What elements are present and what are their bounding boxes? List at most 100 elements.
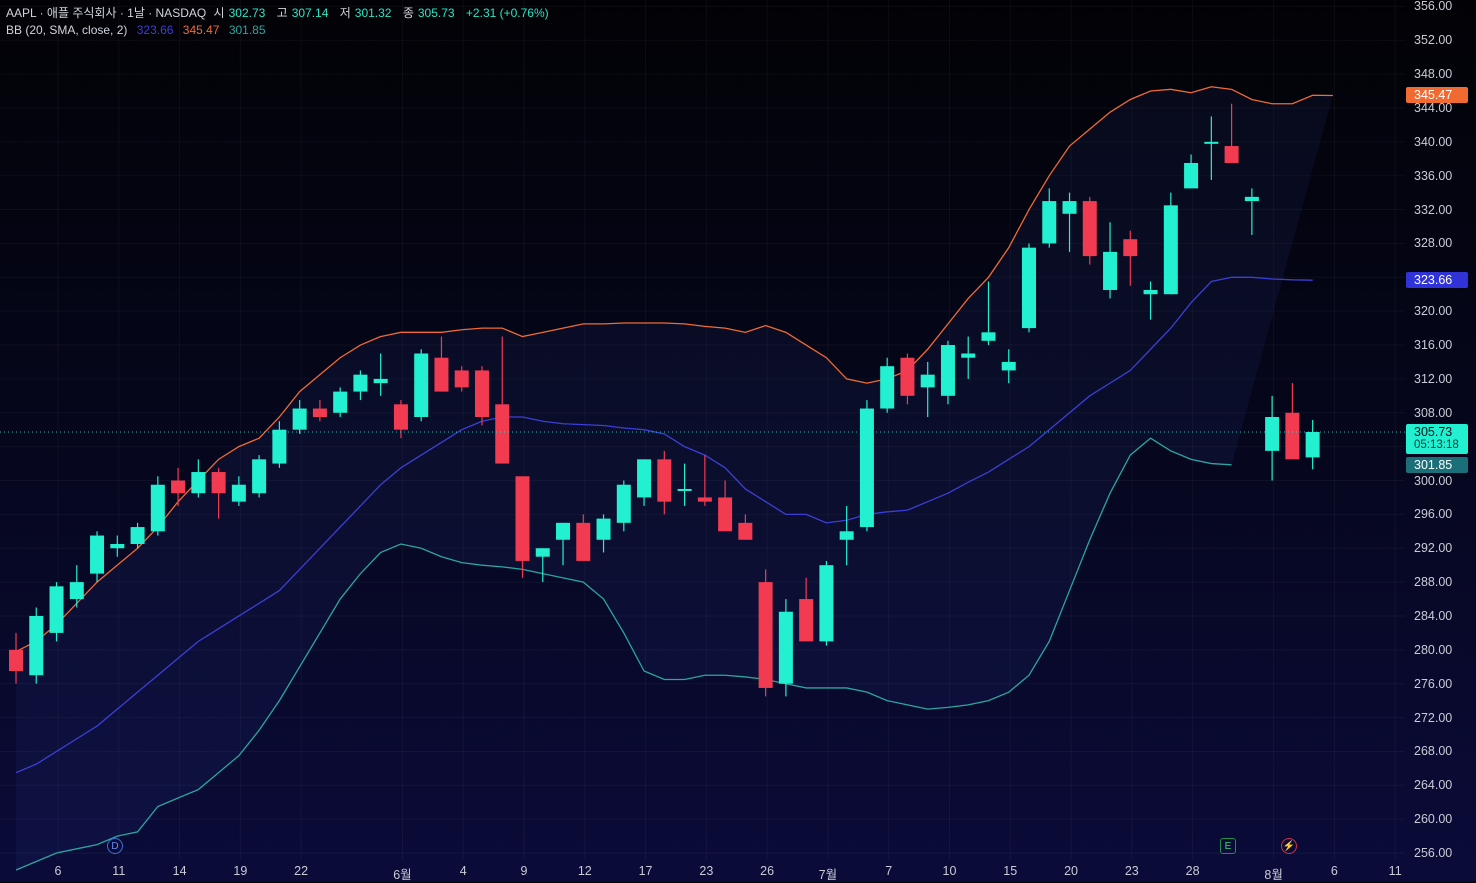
candle (900, 353, 915, 405)
candle (495, 336, 510, 464)
chart-legend: AAPL · 애플 주식회사 · 1날 · NASDAQ 시 302.73 고 30… (6, 5, 553, 39)
change-value: +2.31 (+0.76%) (465, 6, 549, 20)
time-tick-label: 7 (885, 864, 893, 878)
dividend-marker[interactable]: D (107, 838, 123, 854)
price-tick-label: 264.00 (1414, 778, 1453, 793)
candle (556, 522, 571, 566)
legend-ohlc-row: AAPL · 애플 주식회사 · 1날 · NASDAQ 시 302.73 고 30… (6, 5, 553, 22)
candle-body (839, 531, 854, 540)
price-tick-label: 344.00 (1414, 100, 1453, 115)
candle (1204, 116, 1219, 180)
price-tick-label: 272.00 (1414, 710, 1453, 725)
candle-body (677, 488, 692, 491)
candle-body (373, 378, 388, 384)
time-tick-label: 11 (112, 864, 126, 878)
candle (191, 459, 206, 498)
price-tick-label: 276.00 (1414, 676, 1453, 691)
candle-body (859, 408, 874, 528)
candle-body (738, 522, 753, 540)
time-tick-label: 19 (233, 864, 248, 878)
candle (535, 548, 550, 583)
indicator-name[interactable]: BB (20, SMA, close, 2) (6, 23, 128, 37)
candle (474, 366, 489, 426)
bb-upper-price-tag: 345.47 (1406, 87, 1468, 103)
price-tick-label: 316.00 (1414, 338, 1453, 353)
time-tick-label: 23 (1124, 864, 1139, 878)
candle (961, 336, 976, 379)
price-tick-label: 268.00 (1414, 744, 1453, 759)
low-label: 저 (339, 6, 351, 20)
candle-body (130, 527, 145, 545)
candle (434, 336, 449, 392)
time-tick-label: 4 (459, 864, 467, 878)
candle (677, 463, 692, 506)
price-tick-label: 284.00 (1414, 608, 1453, 623)
candle (333, 387, 348, 417)
candle (1123, 230, 1138, 286)
candle-body (778, 611, 793, 684)
close-value: 305.73 (417, 6, 455, 20)
candle (576, 514, 591, 561)
price-tick-label: 260.00 (1414, 812, 1453, 827)
candle-body (1103, 251, 1118, 290)
candle-body (1204, 141, 1219, 144)
time-tick-label: 14 (172, 864, 187, 878)
candle-body (535, 548, 550, 557)
candle-body (1244, 196, 1259, 202)
bb-basis-price-tag: 323.66 (1406, 272, 1468, 288)
candle-body (900, 357, 915, 396)
candle (110, 535, 125, 557)
candle (171, 467, 186, 506)
candle-body (414, 353, 429, 417)
price-tick-label: 340.00 (1414, 134, 1453, 149)
candle-body (252, 459, 267, 494)
open-label: 시 (213, 6, 225, 20)
candle (920, 361, 935, 417)
candle (1062, 192, 1077, 252)
candle-body (1265, 416, 1280, 451)
candles (9, 103, 1320, 697)
event-marker[interactable]: ⚡ (1281, 838, 1297, 854)
bb-upper-line (15, 86, 1333, 653)
candle (272, 421, 287, 468)
candle (778, 599, 793, 697)
candle-body (1062, 201, 1077, 214)
candle-body (981, 332, 996, 341)
candle-body (1123, 239, 1138, 257)
candle (819, 560, 834, 646)
candle-body (211, 472, 226, 494)
price-tick-label: 352.00 (1414, 33, 1453, 48)
candle (596, 514, 611, 553)
candle (454, 366, 469, 392)
time-tick-label: 11 (1388, 864, 1402, 878)
candle (697, 455, 712, 506)
candle-body (495, 404, 510, 464)
time-tick-label: 20 (1064, 864, 1078, 878)
candle-body (272, 429, 287, 464)
candle (231, 476, 246, 506)
price-tick-label: 328.00 (1414, 236, 1453, 251)
bb-basis-line (15, 276, 1313, 774)
candle (616, 480, 631, 532)
candle-body (292, 408, 307, 430)
candle (1163, 192, 1178, 295)
bb-upper-value: 345.47 (182, 23, 220, 37)
candle-body (69, 582, 84, 600)
candle-body (657, 459, 672, 502)
candle (1103, 222, 1118, 299)
time-tick-label: 9 (520, 864, 528, 878)
candle-body (1082, 201, 1097, 257)
earnings-marker[interactable]: E (1220, 838, 1236, 854)
symbol-line[interactable]: AAPL · 애플 주식회사 · 1날 · NASDAQ (6, 6, 207, 20)
candle-body (556, 522, 571, 540)
current-price-tag: 305.73 05:13:18 (1406, 424, 1468, 454)
candle (373, 353, 388, 396)
candle (69, 565, 84, 608)
candle (758, 569, 773, 697)
price-tick-label: 300.00 (1414, 473, 1453, 488)
high-value: 307.14 (291, 6, 329, 20)
candle-body (231, 484, 246, 502)
candle-body (1022, 247, 1036, 329)
